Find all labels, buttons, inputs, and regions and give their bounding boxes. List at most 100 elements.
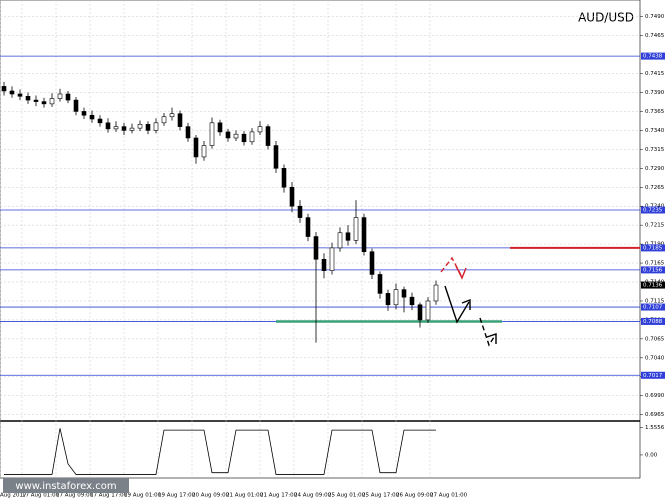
level-label: 0.7438 bbox=[643, 54, 663, 60]
y-tick-label: 0.7290 bbox=[645, 166, 665, 172]
candle-body bbox=[49, 98, 55, 105]
y-tick-label: 0.7390 bbox=[645, 90, 665, 96]
candle-body bbox=[169, 113, 175, 118]
candle-body bbox=[105, 122, 111, 130]
level-badge bbox=[641, 206, 665, 214]
x-tick-label: 17 Aug 01:00 bbox=[22, 493, 60, 499]
level-badge bbox=[641, 52, 665, 60]
y-tick-label: 0.7490 bbox=[645, 14, 665, 20]
y-tick-label: 0.7040 bbox=[645, 355, 665, 361]
x-tick-label: 17 Aug 17:00 bbox=[90, 493, 128, 499]
candle-body bbox=[385, 293, 391, 306]
y-tick-label: 0.7065 bbox=[645, 336, 665, 342]
dashed-arrow bbox=[479, 317, 497, 347]
candle-body bbox=[89, 114, 95, 120]
x-tick-label: 20 Aug 09:00 bbox=[192, 493, 230, 499]
level-label: 0.7088 bbox=[643, 319, 663, 325]
x-tick-label: 24 Aug 09:00 bbox=[294, 493, 332, 499]
y-tick-label: 0.7340 bbox=[645, 128, 665, 134]
candle-body bbox=[25, 95, 31, 101]
level-badge bbox=[641, 303, 665, 311]
candle-body bbox=[377, 274, 383, 294]
candle-body bbox=[185, 126, 191, 139]
candle-body bbox=[113, 126, 119, 130]
candle-body bbox=[305, 217, 311, 237]
candle-body bbox=[281, 168, 287, 188]
x-tick-label: 19 Aug 01:00 bbox=[124, 493, 162, 499]
candle-body bbox=[217, 122, 223, 133]
candle-body bbox=[9, 90, 15, 95]
level-label: 0.7156 bbox=[643, 267, 663, 273]
candle-body bbox=[409, 296, 415, 306]
candle-body bbox=[257, 126, 263, 133]
y-tick-label: 0.7165 bbox=[645, 261, 665, 267]
candle-body bbox=[57, 93, 63, 99]
level-badge bbox=[641, 371, 665, 379]
candle-body bbox=[337, 232, 343, 249]
candle-body bbox=[225, 131, 231, 139]
level-badge bbox=[641, 266, 665, 274]
candle-body bbox=[177, 113, 183, 127]
candle-body bbox=[329, 247, 335, 271]
candle-body bbox=[81, 111, 87, 116]
candle-body bbox=[313, 236, 319, 260]
candle-body bbox=[345, 232, 351, 241]
level-label: 0.7107 bbox=[643, 305, 663, 311]
candle-body bbox=[401, 289, 407, 298]
candle-body bbox=[17, 93, 23, 97]
x-tick-label: 17 Aug 09:00 bbox=[56, 493, 94, 499]
candle-body bbox=[65, 93, 71, 101]
candle-body bbox=[369, 251, 375, 275]
candle-body bbox=[433, 284, 439, 302]
level-badge bbox=[641, 244, 665, 252]
level-label: 0.7235 bbox=[643, 208, 663, 214]
x-tick-label: Aug 2017 bbox=[0, 493, 27, 499]
candle-body bbox=[73, 99, 79, 112]
candle-body bbox=[241, 133, 247, 143]
plot-frame bbox=[0, 0, 641, 479]
y-tick-label: 0.7115 bbox=[645, 298, 665, 304]
candle-body bbox=[321, 258, 327, 271]
candle-body bbox=[33, 99, 39, 102]
candle-body bbox=[249, 131, 255, 143]
level-label: 0.7185 bbox=[643, 245, 663, 251]
x-tick-label: 21 Aug 01:00 bbox=[226, 493, 264, 499]
candle-body bbox=[137, 124, 143, 129]
candle-body bbox=[297, 205, 303, 218]
y-tick-label: 0.7365 bbox=[645, 109, 665, 115]
y-tick-label: 0.7465 bbox=[645, 33, 665, 39]
y-tick-label: 0.7215 bbox=[645, 223, 665, 229]
x-tick-label: 19 Aug 17:00 bbox=[158, 493, 196, 499]
level-label: 0.7017 bbox=[643, 373, 663, 379]
y-tick-label: 0.00 bbox=[645, 452, 658, 458]
x-tick-label: 25 Aug 17:00 bbox=[362, 493, 400, 499]
y-tick-label: 0.7315 bbox=[645, 147, 665, 153]
candle-body bbox=[193, 137, 199, 158]
forecast-arrows bbox=[440, 256, 497, 347]
candle-body bbox=[1, 86, 7, 92]
candle-body bbox=[393, 289, 399, 306]
watermark-box bbox=[3, 478, 129, 493]
indicator-line bbox=[4, 428, 436, 475]
watermark: www.instaforex.com bbox=[15, 481, 116, 492]
candle-body bbox=[289, 186, 295, 207]
candle-body bbox=[233, 133, 239, 139]
candle-body bbox=[417, 304, 423, 321]
candle-body bbox=[161, 116, 167, 124]
dashed-arrowhead bbox=[486, 333, 497, 344]
black-arrowhead bbox=[461, 298, 471, 310]
price-badge bbox=[641, 281, 665, 289]
candle-body bbox=[41, 101, 47, 105]
red-arrowhead bbox=[455, 265, 467, 280]
candle-body bbox=[129, 127, 135, 131]
candle-body bbox=[425, 300, 431, 321]
y-tick-label: 0.6965 bbox=[645, 412, 665, 418]
y-tick-label: 0.7265 bbox=[645, 185, 665, 191]
y-tick-label: 0.7415 bbox=[645, 71, 665, 77]
candle-body bbox=[273, 145, 279, 169]
candle-body bbox=[97, 118, 103, 124]
price-label: 0.7136 bbox=[643, 283, 663, 289]
candle-body bbox=[121, 126, 127, 131]
x-tick-label: 26 Aug 09:00 bbox=[396, 493, 434, 499]
